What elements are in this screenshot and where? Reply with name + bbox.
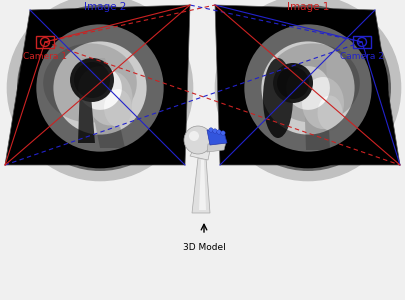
- Bar: [353, 36, 371, 48]
- Polygon shape: [5, 5, 190, 165]
- Polygon shape: [207, 142, 226, 152]
- Ellipse shape: [87, 70, 132, 125]
- Circle shape: [213, 129, 217, 133]
- Polygon shape: [82, 58, 125, 148]
- Text: Image 2: Image 2: [84, 2, 126, 12]
- Polygon shape: [207, 130, 227, 145]
- Circle shape: [221, 131, 225, 135]
- Text: 3D Model: 3D Model: [183, 243, 225, 252]
- Circle shape: [74, 62, 110, 98]
- Polygon shape: [215, 5, 400, 165]
- Ellipse shape: [104, 89, 132, 127]
- Circle shape: [28, 16, 172, 160]
- Circle shape: [70, 58, 114, 102]
- Circle shape: [184, 126, 212, 154]
- Ellipse shape: [318, 95, 343, 130]
- Text: Image 1: Image 1: [287, 2, 329, 12]
- Bar: [36, 36, 54, 48]
- Ellipse shape: [266, 44, 360, 123]
- Circle shape: [277, 67, 309, 99]
- Ellipse shape: [263, 58, 293, 138]
- Polygon shape: [78, 83, 95, 143]
- Ellipse shape: [43, 44, 137, 123]
- Polygon shape: [192, 158, 210, 213]
- Polygon shape: [190, 143, 210, 160]
- Circle shape: [217, 130, 221, 134]
- Circle shape: [273, 63, 313, 103]
- Ellipse shape: [302, 77, 344, 129]
- Circle shape: [236, 16, 380, 160]
- Polygon shape: [303, 60, 330, 150]
- Text: Camera 2: Camera 2: [340, 52, 384, 61]
- Circle shape: [209, 128, 213, 132]
- Polygon shape: [199, 160, 206, 210]
- Text: Camera 1: Camera 1: [23, 52, 67, 61]
- Circle shape: [189, 131, 199, 141]
